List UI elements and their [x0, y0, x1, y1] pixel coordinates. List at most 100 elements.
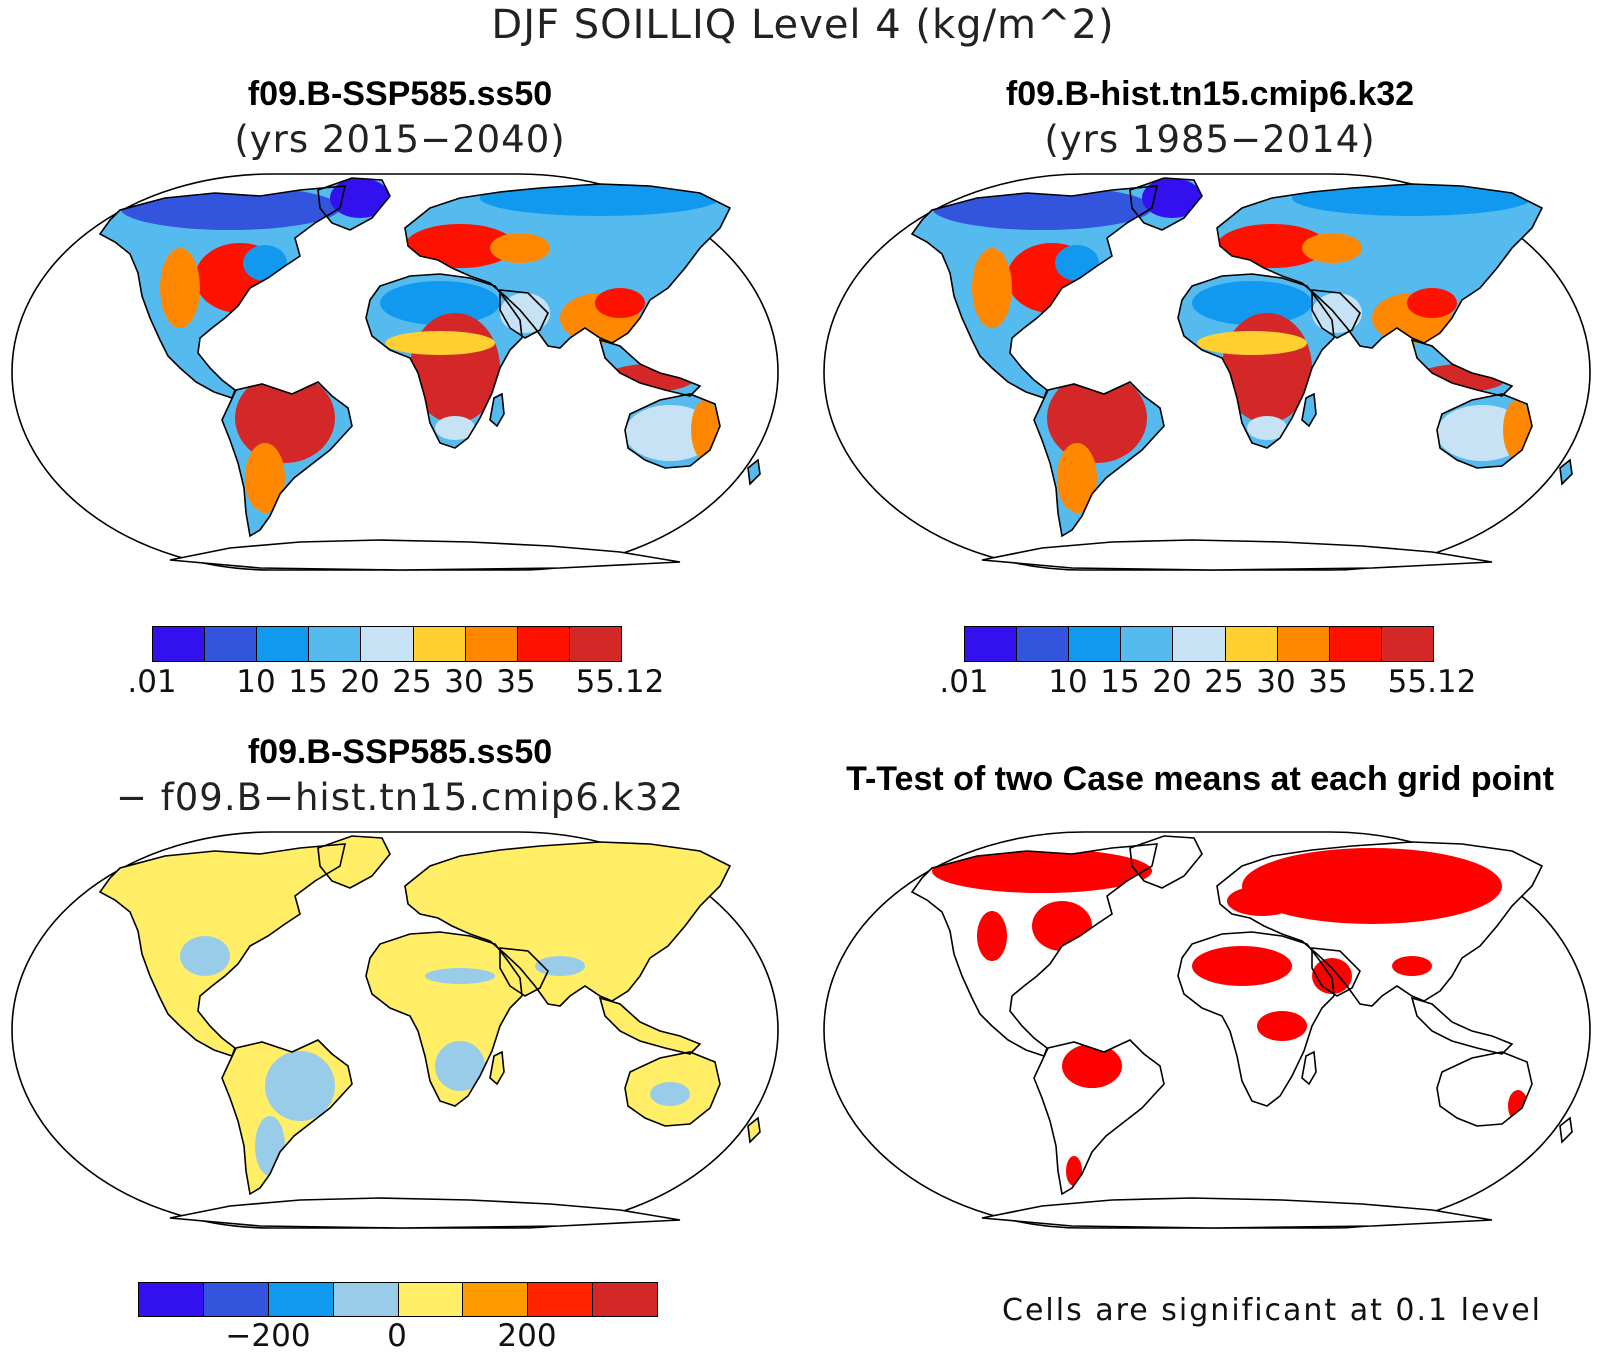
- panel-1-title: f09.B-SSP585.ss50: [247, 75, 553, 113]
- colorbar-swatch: [205, 627, 258, 661]
- coastline-greenland: [317, 177, 391, 231]
- colorbar-swatch: [1277, 627, 1330, 661]
- coastline-southAmerica: [1033, 381, 1165, 538]
- colorbar-label: 15: [1100, 664, 1140, 700]
- coastline-greenland: [1129, 177, 1203, 231]
- significance-note: Cells are significant at 0.1 level: [1002, 1293, 1543, 1328]
- colorbar-swatch: [139, 1283, 204, 1316]
- coastline-australia: [624, 1051, 721, 1127]
- coastline-australia: [624, 393, 721, 469]
- coastline-newZealand: [747, 1116, 761, 1144]
- coastline-madagascar: [489, 392, 505, 428]
- colorbar-swatch: [463, 1283, 529, 1316]
- coastline-australia: [1436, 1051, 1533, 1127]
- coastline-australia: [1436, 393, 1533, 469]
- colorbar-swatch: [153, 627, 206, 661]
- colorbar-swatch: [1017, 627, 1070, 661]
- coastline-southAmerica: [221, 1039, 353, 1196]
- coastline-africa: [1177, 273, 1335, 449]
- map-panel-ttest: [823, 831, 1591, 1229]
- colorbar-label: 55.12: [575, 664, 665, 700]
- colorbar-label: 10: [1048, 664, 1088, 700]
- colorbar-swatch: [203, 1283, 269, 1316]
- colorbar-label: 10: [236, 664, 276, 700]
- colorbar-swatch: [398, 1283, 464, 1316]
- coastline-madagascar: [1301, 392, 1317, 428]
- coastline-africa: [1177, 931, 1335, 1107]
- coastline-madagascar: [489, 1050, 505, 1086]
- colorbar-swatch: [361, 627, 414, 661]
- colorbar-swatch: [1121, 627, 1174, 661]
- coastline-seAsia: [1410, 338, 1514, 397]
- colorbar-swatch: [268, 1283, 334, 1316]
- colorbar-swatch: [965, 627, 1018, 661]
- colorbar-label: 35: [1308, 664, 1348, 700]
- panel-1-subtitle: (yrs 2015−2040): [234, 118, 566, 161]
- coastline-seAsia: [598, 996, 702, 1055]
- colorbar-label: −200: [225, 1318, 311, 1354]
- coastline-arabia: [499, 947, 549, 997]
- panel-3-title: f09.B-SSP585.ss50: [247, 733, 553, 771]
- coastline-antarctica: [169, 1197, 681, 1229]
- colorbar-swatch: [1381, 627, 1433, 661]
- colorbar-label: .01: [127, 664, 177, 700]
- panel-3-subtitle: − f09.B−hist.tn15.cmip6.k32: [115, 776, 685, 819]
- colorbar-label: 25: [392, 664, 432, 700]
- coastline-northAmerica: [910, 843, 1159, 1058]
- colorbar-label: 0: [387, 1318, 407, 1354]
- colorbar-label: 35: [496, 664, 536, 700]
- coastline-seAsia: [1410, 996, 1514, 1055]
- coastline-newZealand: [1559, 458, 1573, 486]
- map-panel-difference: [11, 831, 779, 1229]
- panel-2-subtitle: (yrs 1985−2014): [1044, 118, 1376, 161]
- coastline-eurasia: [1216, 841, 1544, 1007]
- colorbar-swatch: [1225, 627, 1278, 661]
- coastline-eurasia: [404, 183, 732, 349]
- colorbar-swatch: [517, 627, 570, 661]
- coastline-newZealand: [1559, 1116, 1573, 1144]
- map-panel-ssp585: [11, 173, 779, 571]
- coastline-madagascar: [1301, 1050, 1317, 1086]
- colorbar-ssp585: [152, 626, 622, 662]
- colorbar-swatch: [593, 1283, 657, 1316]
- coastline-arabia: [1311, 289, 1361, 339]
- coastline-greenland: [317, 835, 391, 889]
- coastline-africa: [365, 273, 523, 449]
- colorbar-label: 55.12: [1387, 664, 1477, 700]
- coastline-newZealand: [747, 458, 761, 486]
- colorbar-swatch: [528, 1283, 594, 1316]
- coastline-seAsia: [598, 338, 702, 397]
- coastline-northAmerica: [98, 843, 347, 1058]
- colorbar-label: 20: [1152, 664, 1192, 700]
- coastline-greenland: [1129, 835, 1203, 889]
- colorbar-label: 200: [497, 1318, 557, 1354]
- colorbar-label: 15: [288, 664, 328, 700]
- colorbar-swatch: [1069, 627, 1122, 661]
- coastline-eurasia: [1216, 183, 1544, 349]
- colorbar-difference: [138, 1282, 658, 1317]
- coastline-southAmerica: [221, 381, 353, 538]
- coastline-eurasia: [404, 841, 732, 1007]
- colorbar-swatch: [465, 627, 518, 661]
- colorbar-swatch: [309, 627, 362, 661]
- coastline-northAmerica: [910, 185, 1159, 400]
- colorbar-hist: [964, 626, 1434, 662]
- colorbar-label: .01: [939, 664, 989, 700]
- map-panel-hist: [823, 173, 1591, 571]
- colorbar-swatch: [413, 627, 466, 661]
- colorbar-swatch: [569, 627, 621, 661]
- colorbar-swatch: [1329, 627, 1382, 661]
- colorbar-swatch: [257, 627, 310, 661]
- coastline-antarctica: [981, 539, 1493, 571]
- coastline-africa: [365, 931, 523, 1107]
- colorbar-label: 30: [444, 664, 484, 700]
- panel-4-title: T-Test of two Case means at each grid po…: [846, 760, 1554, 798]
- colorbar-label: 25: [1204, 664, 1244, 700]
- coastline-antarctica: [169, 539, 681, 571]
- colorbar-swatch: [333, 1283, 399, 1316]
- colorbar-swatch: [1173, 627, 1226, 661]
- figure-title: DJF SOILLIQ Level 4 (kg/m^2): [491, 2, 1115, 48]
- coastline-northAmerica: [98, 185, 347, 400]
- coastline-southAmerica: [1033, 1039, 1165, 1196]
- panel-2-title: f09.B-hist.tn15.cmip6.k32: [1005, 75, 1415, 113]
